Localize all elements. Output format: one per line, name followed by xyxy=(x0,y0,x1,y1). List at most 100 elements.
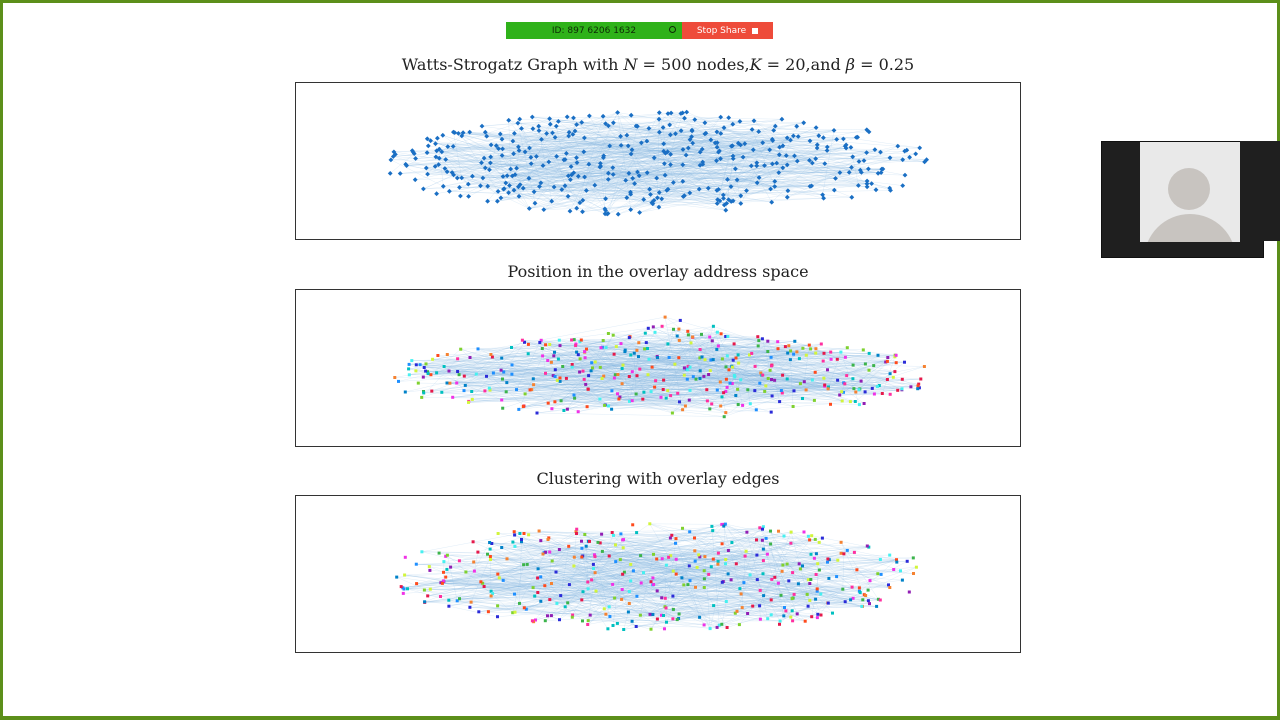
graph-node xyxy=(570,365,574,369)
graph-node xyxy=(520,538,523,541)
graph-node xyxy=(861,348,865,352)
graph-node xyxy=(688,388,692,392)
stop-share-button[interactable]: Stop Share xyxy=(682,22,773,39)
participant-video-tile[interactable] xyxy=(1101,141,1264,258)
graph-node xyxy=(661,388,665,391)
graph-node xyxy=(544,550,547,554)
graph-node xyxy=(872,392,876,396)
graph-node xyxy=(437,551,441,555)
graph-node xyxy=(429,373,433,377)
meeting-id-text: ID: 897 6206 1632 xyxy=(551,25,637,36)
meeting-id-indicator[interactable]: ID: 897 6206 1632 xyxy=(506,22,682,39)
graph-node xyxy=(610,531,614,534)
graph-node xyxy=(554,153,560,159)
graph-node xyxy=(671,569,675,573)
graph-node xyxy=(548,550,552,554)
graph-node xyxy=(510,138,516,144)
graph-node xyxy=(664,396,668,400)
graph-node xyxy=(642,571,645,575)
graph-node xyxy=(440,390,444,394)
graph-node xyxy=(547,536,551,540)
graph-node xyxy=(708,627,712,631)
graph-node xyxy=(669,394,673,398)
graph-node xyxy=(715,330,719,334)
graph-node xyxy=(451,395,455,399)
graph-node xyxy=(769,529,772,533)
graph-node xyxy=(607,554,611,558)
graph-node xyxy=(423,165,429,171)
graph-node xyxy=(755,578,759,582)
graph-node xyxy=(786,351,790,355)
graph-node xyxy=(678,318,682,322)
graph-node xyxy=(445,353,449,356)
graph-node xyxy=(810,534,814,538)
graph-node xyxy=(415,582,419,586)
graph-node xyxy=(496,615,499,619)
graph-node xyxy=(513,592,516,596)
graph-node xyxy=(668,536,672,540)
graph-node xyxy=(488,541,492,544)
graph-node xyxy=(426,594,430,598)
graph-node xyxy=(424,362,428,366)
graph-node xyxy=(481,581,485,585)
graph-node xyxy=(822,351,826,355)
graph-node xyxy=(445,144,451,150)
graph-node xyxy=(489,558,492,561)
graph-node xyxy=(397,171,403,176)
graph-node xyxy=(479,580,483,584)
graph-node xyxy=(491,371,495,375)
graph-node xyxy=(885,378,889,381)
graph-node xyxy=(445,567,449,571)
graph-node xyxy=(531,189,537,195)
graph-node xyxy=(868,602,871,606)
graph-node xyxy=(891,375,895,379)
graph-node xyxy=(836,558,840,562)
graph-node xyxy=(720,580,724,584)
graph-node xyxy=(593,553,596,557)
graph-node xyxy=(576,410,580,414)
graph-node xyxy=(864,150,870,156)
graph-node xyxy=(598,541,602,545)
graph-node xyxy=(750,351,754,355)
graph-node xyxy=(425,171,431,177)
graph-node xyxy=(739,592,743,596)
graph-node xyxy=(829,357,833,361)
graph-node xyxy=(698,348,702,351)
graph-node xyxy=(682,373,686,377)
graph-node xyxy=(621,363,625,367)
graph-node xyxy=(567,583,571,587)
graph-node xyxy=(472,560,476,564)
graph-node xyxy=(488,388,492,392)
graph-node xyxy=(911,556,915,560)
graph-node xyxy=(734,394,738,397)
graph-node xyxy=(565,407,569,411)
graph-node xyxy=(650,365,654,369)
graph-node xyxy=(796,582,800,586)
graph-node xyxy=(760,538,764,542)
graph-node xyxy=(824,148,830,153)
graph-node xyxy=(791,405,795,408)
graph-node xyxy=(488,547,492,551)
graph-node xyxy=(899,569,902,573)
graph-node xyxy=(761,547,765,551)
graph-node xyxy=(677,356,681,360)
panel1-title-beta: β xyxy=(845,55,856,74)
graph-node xyxy=(610,407,614,411)
graph-node xyxy=(606,332,610,335)
graph-node xyxy=(875,604,879,608)
graph-node xyxy=(819,342,823,346)
graph-node xyxy=(702,586,706,589)
graph-node xyxy=(529,114,535,120)
graph-node xyxy=(842,552,846,556)
graph-node xyxy=(835,357,839,361)
graph-node xyxy=(674,572,678,576)
graph-node xyxy=(760,337,764,341)
graph-nodes xyxy=(387,109,930,217)
graph-node xyxy=(782,534,786,538)
graph-node xyxy=(549,614,553,618)
graph-node xyxy=(876,597,880,601)
graph-node xyxy=(592,567,595,570)
graph-node xyxy=(401,586,405,590)
graph-node xyxy=(506,190,512,196)
graph-node xyxy=(426,370,429,374)
